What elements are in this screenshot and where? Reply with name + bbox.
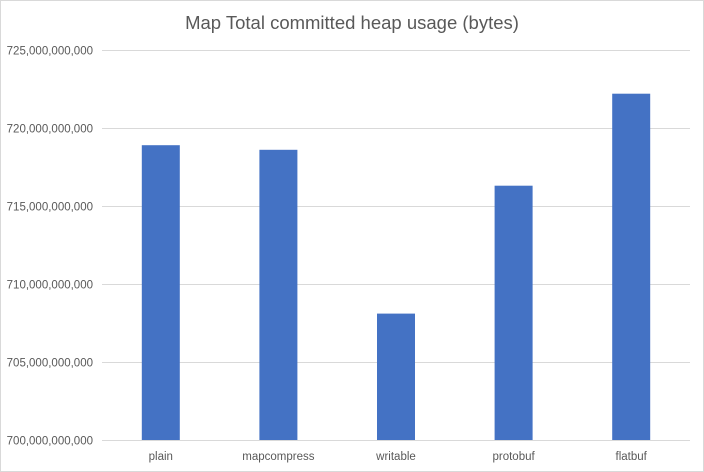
y-tick-label: 705,000,000,000 [7,358,93,370]
y-axis-tick-labels: 700,000,000,000 705,000,000,000 710,000,00… [7,46,93,448]
bar-plain [141,145,180,440]
x-category-label: mapcompress [242,451,314,463]
bar-protobuf [494,185,533,440]
y-tick-label: 720,000,000,000 [7,124,93,136]
bar-flatbuf [612,93,651,440]
x-axis-category-labels: plain mapcompress writable protobuf flatbuf [149,451,648,463]
y-tick-label: 725,000,000,000 [7,46,93,58]
y-tick-label: 715,000,000,000 [7,202,93,214]
y-tick-label: 710,000,000,000 [7,280,93,292]
chart-title: Map Total committed heap usage (bytes) [185,12,519,33]
x-category-label: plain [149,451,173,463]
x-category-label: flatbuf [616,451,648,463]
bars [141,93,651,441]
bar-mapcompress [259,149,298,441]
y-tick-label: 700,000,000,000 [7,436,93,448]
x-category-label: writable [375,451,416,463]
bar-writable [377,313,415,440]
gridlines [102,50,690,441]
x-category-label: protobuf [492,451,535,463]
